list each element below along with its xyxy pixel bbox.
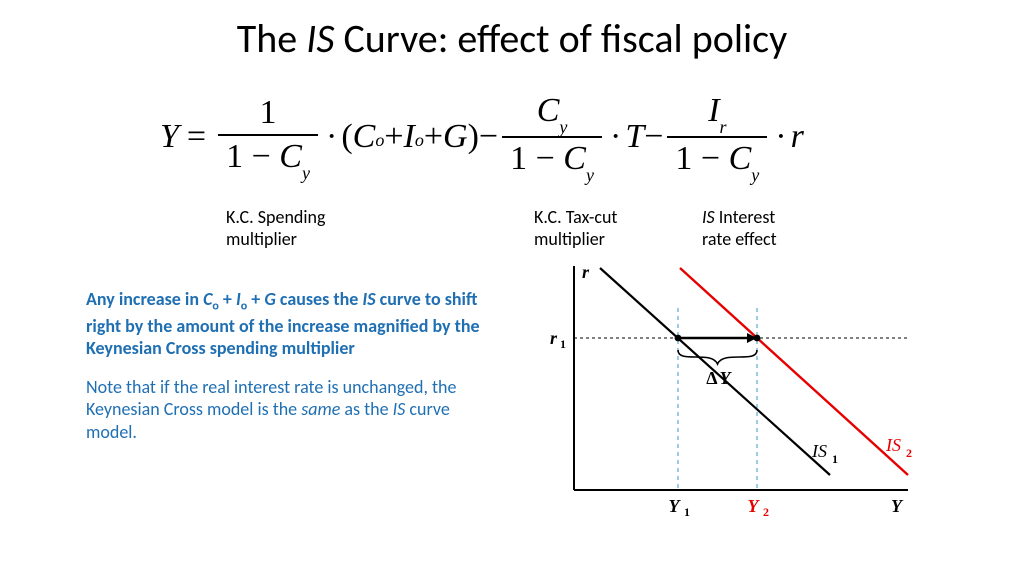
svg-text:1: 1 <box>560 337 566 351</box>
svg-text:Δ: Δ <box>706 368 717 388</box>
svg-text:r: r <box>550 328 558 348</box>
svg-text:Y: Y <box>669 496 682 516</box>
svg-text:2: 2 <box>763 505 769 519</box>
svg-text:r: r <box>582 262 590 282</box>
svg-text:1: 1 <box>832 452 838 466</box>
svg-text:2: 2 <box>906 446 912 460</box>
taxcut-multiplier-label: K.C. Tax-cutmultiplier <box>534 206 617 250</box>
para-note: Note that if the real interest rate is u… <box>86 376 496 444</box>
svg-text:1: 1 <box>684 505 690 519</box>
svg-text:Y: Y <box>748 496 761 516</box>
is-curve-chart: ΔYrr1YY1Y2IS1IS2 <box>530 260 920 520</box>
is-equation: Y= 1 1 − Cy · (Co + Io + G) − Cy 1 − Cy … <box>160 92 880 182</box>
para-shift-right: Any increase in Co + Io + G causes the I… <box>86 288 496 360</box>
slide-title: The IS Curve: effect of fiscal policy <box>0 14 1024 63</box>
interest-rate-label: IS Interest rate effect <box>702 206 777 250</box>
svg-text:Y: Y <box>891 496 904 516</box>
slide: { "title": {"pre":"The ","em":"IS","post… <box>0 0 1024 576</box>
svg-text:IS: IS <box>811 441 827 461</box>
body-text: Any increase in Co + Io + G causes the I… <box>86 288 496 459</box>
svg-text:IS: IS <box>885 435 901 455</box>
spending-multiplier-label: K.C. Spendingmultiplier <box>226 206 325 250</box>
